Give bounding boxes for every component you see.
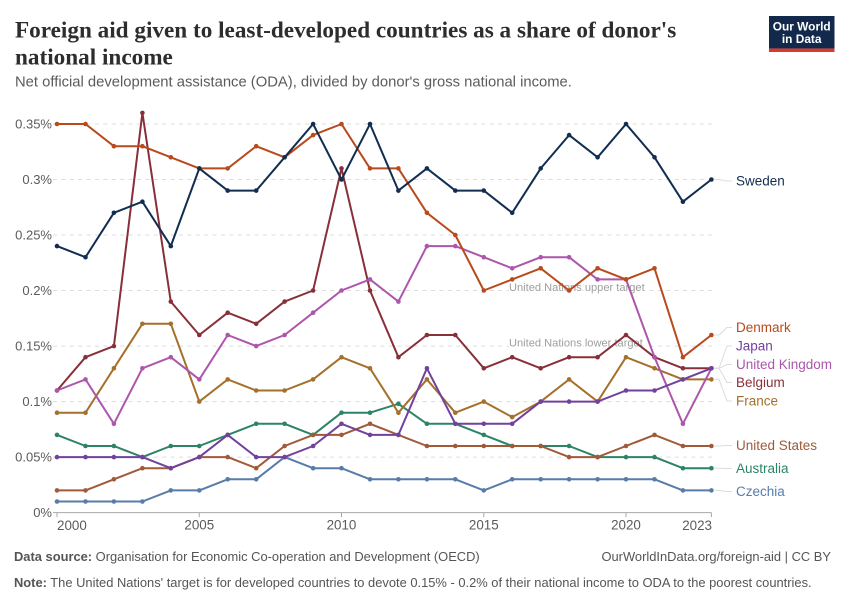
svg-text:2010: 2010 [327, 518, 357, 533]
svg-text:0.35%: 0.35% [15, 117, 52, 132]
svg-text:United Nations lower target: United Nations lower target [509, 338, 643, 350]
svg-text:Note: The United Nations' targ: Note: The United Nations' target is for … [14, 575, 812, 590]
svg-text:United Kingdom: United Kingdom [736, 357, 832, 372]
svg-text:0%: 0% [33, 505, 52, 520]
svg-text:0.2%: 0.2% [22, 283, 52, 298]
svg-text:in Data: in Data [782, 32, 822, 46]
svg-text:Foreign aid given to least-dev: Foreign aid given to least-developed cou… [15, 18, 676, 44]
svg-text:2015: 2015 [469, 518, 499, 533]
svg-text:Sweden: Sweden [736, 174, 785, 189]
svg-text:Belgium: Belgium [736, 375, 785, 390]
svg-text:national income: national income [15, 45, 173, 71]
svg-text:2000: 2000 [57, 518, 87, 533]
svg-text:Our World: Our World [773, 20, 831, 34]
svg-text:OurWorldInData.org/foreign-aid: OurWorldInData.org/foreign-aid | CC BY [601, 549, 831, 564]
svg-text:Australia: Australia [736, 461, 789, 476]
svg-text:2020: 2020 [611, 518, 641, 533]
svg-text:Czechia: Czechia [736, 484, 785, 499]
svg-text:Data source: Organisation for: Data source: Organisation for Economic C… [14, 549, 480, 564]
svg-text:United States: United States [736, 438, 817, 453]
svg-text:2023: 2023 [682, 518, 712, 533]
svg-text:0.3%: 0.3% [22, 172, 52, 187]
svg-text:Japan: Japan [736, 339, 773, 354]
svg-text:0.1%: 0.1% [22, 394, 52, 409]
svg-text:2005: 2005 [184, 518, 214, 533]
svg-text:Denmark: Denmark [736, 320, 791, 335]
svg-text:United Nations upper target: United Nations upper target [509, 282, 645, 294]
svg-text:0.15%: 0.15% [15, 339, 52, 354]
svg-text:0.05%: 0.05% [15, 450, 52, 465]
svg-text:Net official development assis: Net official development assistance (ODA… [15, 75, 572, 91]
svg-text:France: France [736, 394, 778, 409]
svg-text:0.25%: 0.25% [15, 228, 52, 243]
